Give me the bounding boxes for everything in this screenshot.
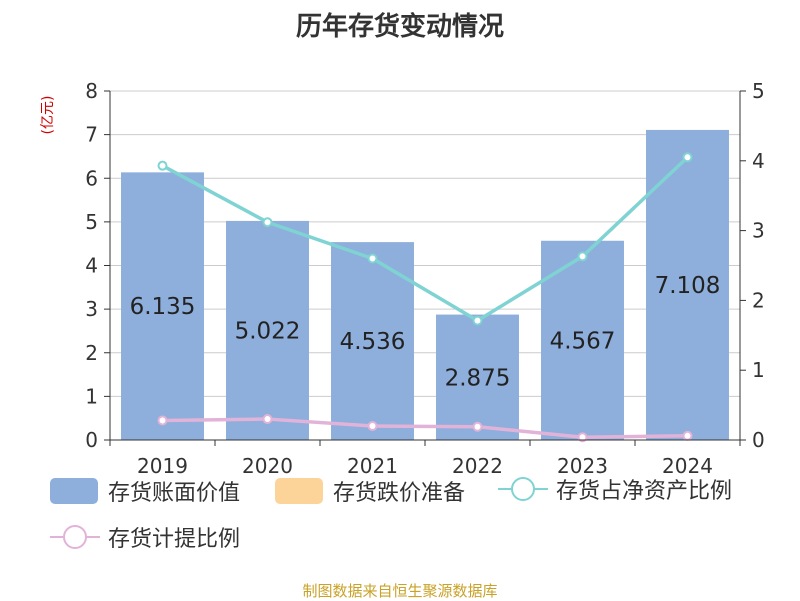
legend-item-series-1[interactable]: 存货跌价准备 [275,475,465,507]
bar-data-label: 2.875 [445,365,511,391]
legend-swatch-bar-icon [50,478,98,504]
legend-label: 存货占净资产比例 [556,479,733,504]
bar-data-label: 7.108 [655,273,721,299]
line-point [262,217,273,228]
bar [436,314,519,440]
line-point [472,315,483,326]
legend-label: 存货跌价准备 [333,481,466,506]
left-axis-tick-label: 1 [85,384,98,408]
legend-item-series-0[interactable]: 存货账面价值 [50,475,240,507]
left-axis-tick-label: 6 [85,166,98,190]
left-axis-tick-label: 4 [85,254,98,278]
left-axis-unit-label: (亿元) [40,96,56,135]
x-axis-tick-label: 2024 [662,454,713,478]
right-axis-tick-label: 5 [752,79,765,103]
x-axis-tick-label: 2020 [242,454,293,478]
line-point [682,152,693,163]
series-line [161,156,689,323]
legend-swatch-bar-icon [275,478,323,504]
bar-data-label: 5.022 [235,318,301,344]
bar [226,220,309,440]
left-axis-tick-label: 3 [85,297,98,321]
bar-data-label: 6.135 [130,294,196,320]
left-axis-tick-label: 0 [85,428,98,452]
line-point [367,253,378,264]
chart-title: 历年存货变动情况 [295,12,504,42]
x-axis-tick-label: 2023 [557,454,608,478]
x-axis-tick-label: 2021 [347,454,398,478]
left-axis-tick-label: 7 [85,123,98,147]
x-axis-tick-label: 2019 [137,454,188,478]
series-line [162,417,688,439]
x-axis-tick-label: 2022 [452,454,503,478]
bar-data-label: 4.536 [340,329,406,355]
axes: 0 1 2 3 4 5 6 7 8 0 1 2 3 4 5 2019 2020 2021 2022 2023 2024 [85,79,764,478]
right-axis-tick-label: 4 [752,149,765,173]
source-note: 制图数据来自恒生聚源数据库 [302,582,498,600]
line-point [577,432,588,443]
left-axis-tick-label: 5 [85,210,98,234]
right-axis-tick-label: 0 [752,428,765,452]
line-point [682,430,693,441]
line-point [157,415,168,426]
bar-data-label: 4.567 [550,328,616,354]
line-point [577,251,588,262]
line-point [262,414,273,425]
legend-label: 存货账面价值 [108,481,241,506]
legend-swatch-line-icon [50,522,100,552]
legend-label: 存货计提比例 [108,527,241,552]
legend-swatch-line-icon [498,474,548,504]
legend-item-series-2[interactable]: 存货占净资产比例 [498,473,732,505]
line-point [157,160,168,171]
line-point [472,421,483,432]
bar [121,172,204,440]
left-axis-tick-label: 2 [85,341,98,365]
lines [157,152,693,443]
right-axis-tick-label: 2 [752,288,765,312]
gridlines [110,90,740,397]
left-axis-tick-label: 8 [85,79,98,103]
legend-item-series-3[interactable]: 存货计提比例 [50,521,240,553]
bars: 6.135 5.022 4.536 2.875 4.567 7.108 [121,129,729,440]
right-axis-tick-label: 3 [752,219,765,243]
line-point [367,421,378,432]
right-axis-tick-label: 1 [752,358,765,382]
